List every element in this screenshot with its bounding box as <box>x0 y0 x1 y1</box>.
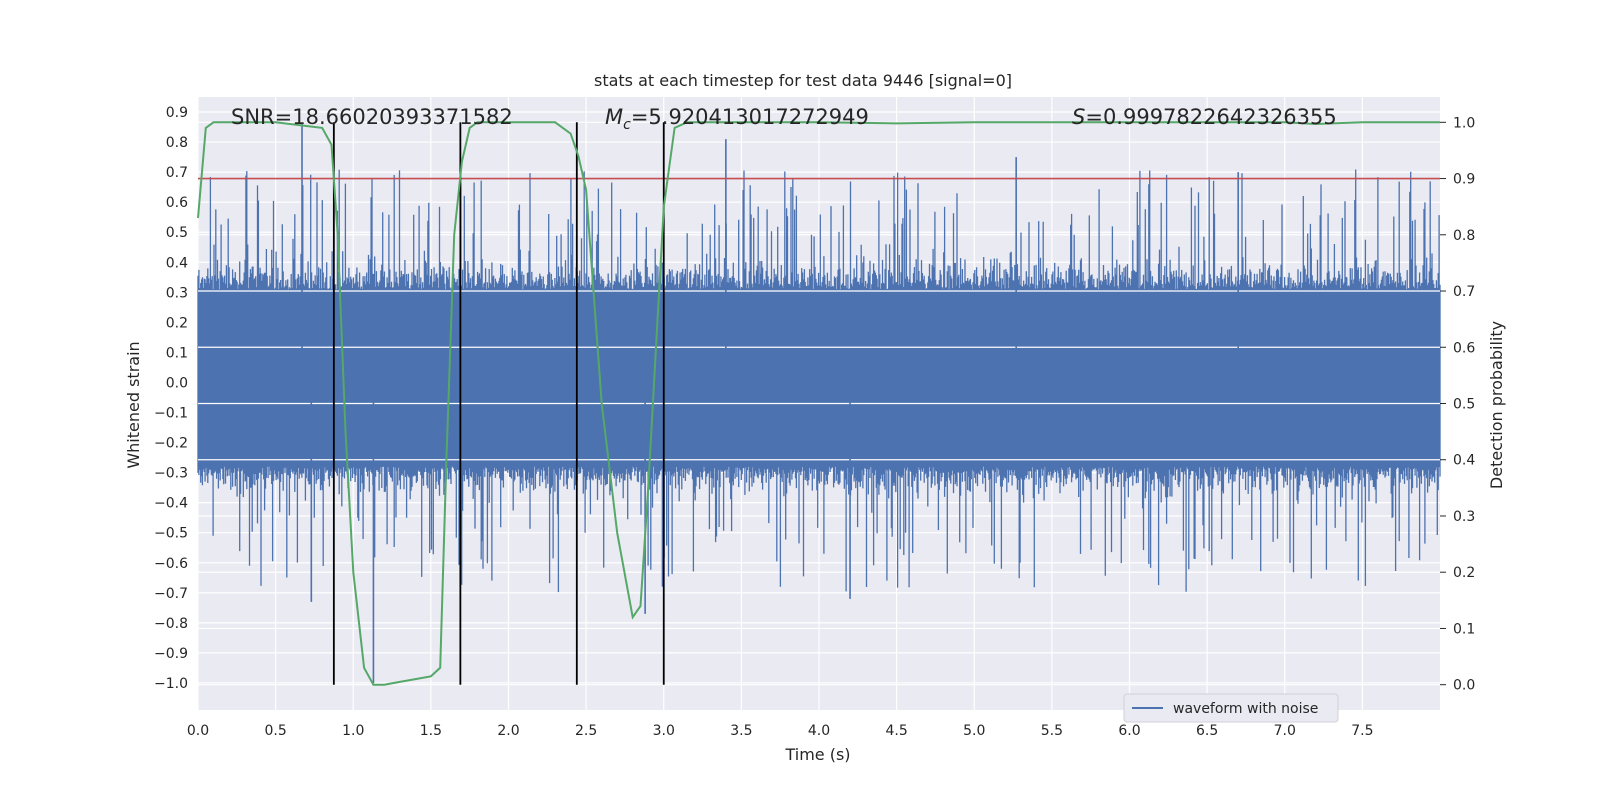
x-tick-label: 0.0 <box>187 723 209 739</box>
x-tick-label: 2.0 <box>497 723 519 739</box>
x-tick-label: 4.5 <box>885 723 907 739</box>
y-tick-label: 0.1 <box>166 345 188 361</box>
y-tick-label: 0.7 <box>166 165 188 181</box>
y-axis-label: Whitened strain <box>124 341 143 468</box>
y2-tick-label: 0.8 <box>1453 228 1475 244</box>
waveform-peaks <box>301 124 1239 683</box>
y-tick-label: −0.5 <box>154 526 188 542</box>
y-tick-label: 0.5 <box>166 225 188 241</box>
x-tick-label: 2.5 <box>575 723 597 739</box>
y2-axis-label: Detection probability <box>1487 321 1506 489</box>
y2-tick-label: 0.6 <box>1453 340 1475 356</box>
y-tick-label: −0.4 <box>154 496 188 512</box>
y2-tick-label: 0.1 <box>1453 621 1475 637</box>
y-tick-label: 0.6 <box>166 195 188 211</box>
y-axis-ticks: 0.9 0.8 0.7 0.6 0.5 0.4 0.3 0.2 0.1 0.0 −0.1 −0.2 −0… <box>154 105 188 692</box>
waveform-core-band <box>198 295 1440 461</box>
y-tick-label: 0.4 <box>166 255 188 271</box>
mc-value: =5.920413017272949 <box>631 105 869 129</box>
x-tick-label: 7.0 <box>1274 723 1296 739</box>
y-tick-label: 0.3 <box>166 285 188 301</box>
y-tick-label: 0.0 <box>166 375 188 391</box>
y-tick-label: −0.6 <box>154 556 188 572</box>
y-tick-label: −0.8 <box>154 616 188 632</box>
y2-tick-label: 0.2 <box>1453 565 1475 581</box>
y-tick-label: 0.9 <box>166 105 188 121</box>
y-tick-label: −0.3 <box>154 466 188 482</box>
x-tick-label: 5.5 <box>1041 723 1063 739</box>
y-tick-label: −1.0 <box>154 676 188 692</box>
legend-box <box>1123 693 1339 723</box>
mc-symbol: M <box>605 105 623 129</box>
x-tick-label: 5.0 <box>963 723 985 739</box>
x-tick-label: 6.5 <box>1196 723 1218 739</box>
y2-tick-label: 0.0 <box>1453 678 1475 694</box>
waveform-with-noise-series <box>197 169 1441 593</box>
plot-area <box>197 97 1441 710</box>
y2-tick-label: 0.9 <box>1453 172 1475 188</box>
y-tick-label: 0.2 <box>166 315 188 331</box>
y-tick-label: −0.9 <box>154 646 188 662</box>
x-tick-label: 0.5 <box>264 723 286 739</box>
x-tick-label: 1.5 <box>420 723 442 739</box>
x-tick-label: 4.0 <box>808 723 830 739</box>
x-axis-ticks: 0.0 0.5 1.0 1.5 2.0 2.5 3.0 3.5 4.0 4.5 5.0 5.5 6.0 6… <box>187 723 1374 739</box>
x-tick-label: 7.5 <box>1351 723 1373 739</box>
y-tick-label: −0.2 <box>154 436 188 452</box>
y-tick-label: 0.8 <box>166 135 188 151</box>
y2-tick-label: 0.7 <box>1453 284 1475 300</box>
s-value: =0.9997822642326355 <box>1085 105 1336 129</box>
legend: waveform with noise <box>1123 693 1339 723</box>
y2-tick-label: 0.4 <box>1453 453 1475 469</box>
y-tick-label: −0.1 <box>154 406 188 422</box>
x-axis-label: Time (s) <box>784 745 850 764</box>
x-tick-label: 1.0 <box>342 723 364 739</box>
legend-label: waveform with noise <box>1173 701 1318 717</box>
x-tick-label: 6.0 <box>1118 723 1140 739</box>
s-symbol: S <box>1072 105 1085 129</box>
s-annotation: S=0.9997822642326355 <box>1072 105 1337 129</box>
chart-title: stats at each timestep for test data 944… <box>594 71 1012 90</box>
x-tick-label: 3.0 <box>653 723 675 739</box>
y2-tick-label: 0.5 <box>1453 397 1475 413</box>
mc-subscript: c <box>623 117 631 133</box>
chirp-mass-annotation: Mc=5.920413017272949 <box>605 105 869 133</box>
y2-tick-label: 1.0 <box>1453 115 1475 131</box>
y2-tick-label: 0.3 <box>1453 509 1475 525</box>
y-tick-label: −0.7 <box>154 586 188 602</box>
detection-probability-line <box>197 121 1440 686</box>
snr-annotation: SNR=18.66020393371582 <box>231 105 513 129</box>
x-tick-label: 3.5 <box>730 723 752 739</box>
y2-axis-ticks: 1.0 0.9 0.8 0.7 0.6 0.5 0.4 0.3 0.2 0.1 0.0 <box>1440 115 1475 694</box>
